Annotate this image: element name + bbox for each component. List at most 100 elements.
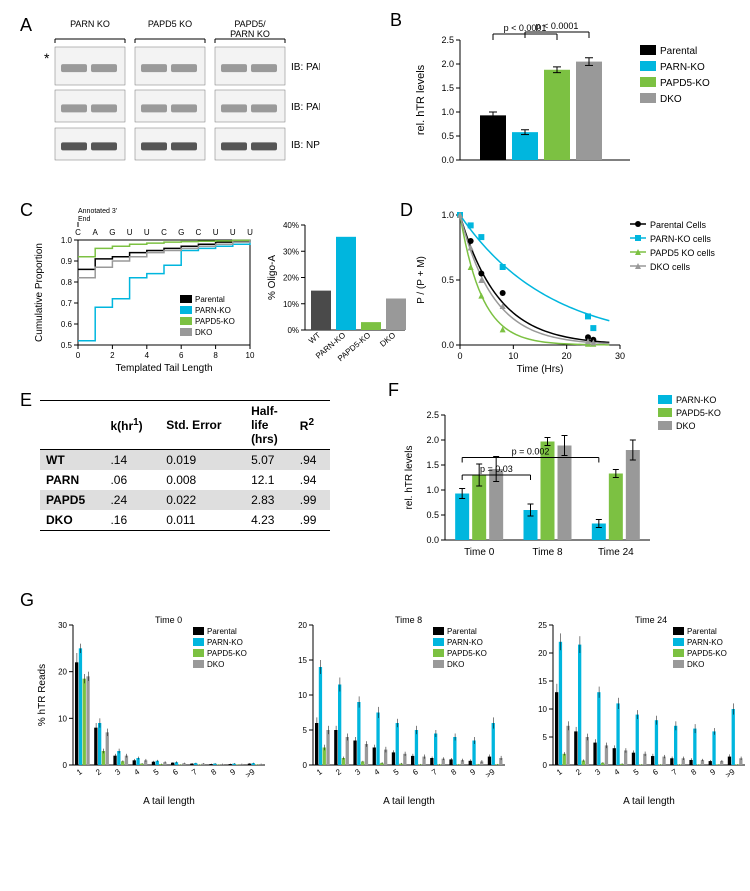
- panel-d: 01020300.00.51.0Time (Hrs)P / (P + M)Par…: [410, 200, 740, 375]
- svg-text:0%: 0%: [287, 326, 299, 335]
- svg-text:PAPD5-KO: PAPD5-KO: [447, 649, 487, 658]
- svg-text:4: 4: [613, 767, 622, 777]
- svg-text:% Oligo-A: % Oligo-A: [267, 255, 278, 300]
- svg-text:0.5: 0.5: [441, 131, 454, 141]
- svg-text:2: 2: [110, 351, 115, 360]
- svg-text:3: 3: [353, 767, 362, 777]
- svg-text:U: U: [127, 228, 133, 237]
- svg-text:10: 10: [508, 351, 518, 361]
- svg-text:2: 2: [574, 767, 583, 777]
- svg-text:1: 1: [315, 767, 324, 777]
- svg-text:PARN-KO: PARN-KO: [687, 638, 723, 647]
- svg-text:0.8: 0.8: [61, 278, 73, 287]
- svg-text:Time 0: Time 0: [155, 615, 182, 625]
- svg-text:PARN-KO: PARN-KO: [195, 306, 231, 315]
- svg-text:5: 5: [632, 767, 641, 777]
- svg-text:*: *: [44, 50, 50, 66]
- svg-text:Time 0: Time 0: [464, 547, 495, 558]
- svg-text:2: 2: [334, 767, 343, 777]
- svg-text:4: 4: [373, 767, 382, 777]
- svg-text:20: 20: [58, 668, 67, 677]
- svg-text:3: 3: [593, 767, 602, 777]
- svg-text:2: 2: [94, 767, 103, 777]
- svg-text:PAPD5-KO: PAPD5-KO: [195, 317, 235, 326]
- svg-text:7: 7: [430, 767, 439, 777]
- svg-text:DKO: DKO: [195, 328, 212, 337]
- svg-text:DKO: DKO: [687, 660, 704, 669]
- svg-text:Parental: Parental: [687, 627, 717, 636]
- svg-text:10: 10: [298, 691, 307, 700]
- svg-text:8: 8: [689, 767, 698, 777]
- svg-text:A tail length: A tail length: [383, 796, 435, 807]
- svg-text:6: 6: [411, 767, 420, 777]
- svg-text:>9: >9: [724, 767, 737, 780]
- svg-text:Time (Hrs): Time (Hrs): [517, 364, 564, 375]
- svg-text:Time 24: Time 24: [598, 547, 634, 558]
- panel-label: A: [20, 15, 32, 36]
- svg-text:6: 6: [651, 767, 660, 777]
- svg-text:Annotated 3': Annotated 3': [78, 208, 117, 215]
- svg-text:8: 8: [213, 351, 218, 360]
- panel-b-bar: 0.00.51.01.52.02.5p < 0.0001p < 0.0001re…: [410, 10, 740, 190]
- svg-text:0: 0: [543, 761, 548, 770]
- svg-text:6: 6: [171, 767, 180, 777]
- svg-text:0.7: 0.7: [61, 299, 73, 308]
- svg-text:0: 0: [76, 351, 81, 360]
- svg-text:% hTR Reads: % hTR Reads: [37, 664, 48, 726]
- panel-a-blot: PARN KOPAPD5 KOPAPD5/PARN KOIB: PAPD5IB:…: [40, 15, 320, 170]
- svg-text:1.0: 1.0: [441, 107, 454, 117]
- panel-c-right: 0%10%20%30%40%WTPARN-KOPAPD5-KODKO% Olig…: [265, 205, 415, 375]
- svg-text:DKO cells: DKO cells: [650, 262, 691, 272]
- panel-g-1: 05101520123456789>9ParentalPARN-KOPAPD5-…: [275, 610, 510, 810]
- svg-text:8: 8: [449, 767, 458, 777]
- svg-text:Parental: Parental: [195, 295, 225, 304]
- svg-text:IB: PARN: IB: PARN: [291, 102, 320, 113]
- svg-text:PARN-KO: PARN-KO: [676, 395, 716, 405]
- svg-text:0.0: 0.0: [426, 535, 439, 545]
- svg-text:Time 8: Time 8: [395, 615, 422, 625]
- svg-text:P / (P + M): P / (P + M): [416, 256, 427, 304]
- svg-text:0.9: 0.9: [61, 257, 73, 266]
- svg-text:15: 15: [298, 656, 307, 665]
- panel-label: G: [20, 590, 34, 611]
- svg-text:9: 9: [229, 767, 238, 777]
- svg-text:25: 25: [538, 621, 547, 630]
- svg-text:15: 15: [538, 677, 547, 686]
- svg-text:DKO: DKO: [676, 421, 696, 431]
- svg-text:PAPD5/: PAPD5/: [234, 19, 266, 29]
- svg-text:Time 24: Time 24: [635, 615, 667, 625]
- svg-text:20: 20: [538, 649, 547, 658]
- svg-text:9: 9: [469, 767, 478, 777]
- panel-c-left: Annotated 3'EndCAGUUCGCUUU02468100.50.60…: [30, 205, 260, 375]
- panel-g-2: 0510152025123456789>9ParentalPARN-KOPAPD…: [515, 610, 750, 810]
- svg-text:DKO: DKO: [447, 660, 464, 669]
- panel-label: E: [20, 390, 32, 411]
- svg-text:G: G: [109, 228, 115, 237]
- svg-text:PAPD5-KO: PAPD5-KO: [660, 78, 710, 89]
- svg-text:WT: WT: [307, 331, 322, 346]
- svg-text:40%: 40%: [283, 221, 299, 230]
- svg-text:0: 0: [303, 761, 308, 770]
- svg-text:5: 5: [303, 726, 308, 735]
- svg-text:PARN KO: PARN KO: [70, 19, 110, 29]
- svg-text:1.0: 1.0: [441, 210, 454, 220]
- svg-text:PAPD5 KO: PAPD5 KO: [148, 19, 192, 29]
- svg-text:0: 0: [457, 351, 462, 361]
- svg-text:0.5: 0.5: [441, 275, 454, 285]
- svg-text:7: 7: [190, 767, 199, 777]
- svg-text:1.5: 1.5: [441, 83, 454, 93]
- panel-label: F: [388, 380, 399, 401]
- svg-text:Parental: Parental: [447, 627, 477, 636]
- svg-text:10%: 10%: [283, 300, 299, 309]
- svg-text:5: 5: [543, 733, 548, 742]
- svg-text:PARN-KO cells: PARN-KO cells: [650, 234, 711, 244]
- svg-text:1.0: 1.0: [426, 485, 439, 495]
- svg-text:0.5: 0.5: [426, 510, 439, 520]
- svg-text:10: 10: [58, 714, 67, 723]
- svg-text:0.0: 0.0: [441, 340, 454, 350]
- panel-f: 0.00.51.01.52.02.5Time 0Time 8Time 24p =…: [400, 380, 740, 565]
- svg-text:U: U: [144, 228, 150, 237]
- svg-text:DKO: DKO: [378, 331, 397, 349]
- svg-text:9: 9: [709, 767, 718, 777]
- panel-e-table: k(hr1)Std. ErrorHalf-life(hrs)R2WT.140.0…: [40, 400, 330, 531]
